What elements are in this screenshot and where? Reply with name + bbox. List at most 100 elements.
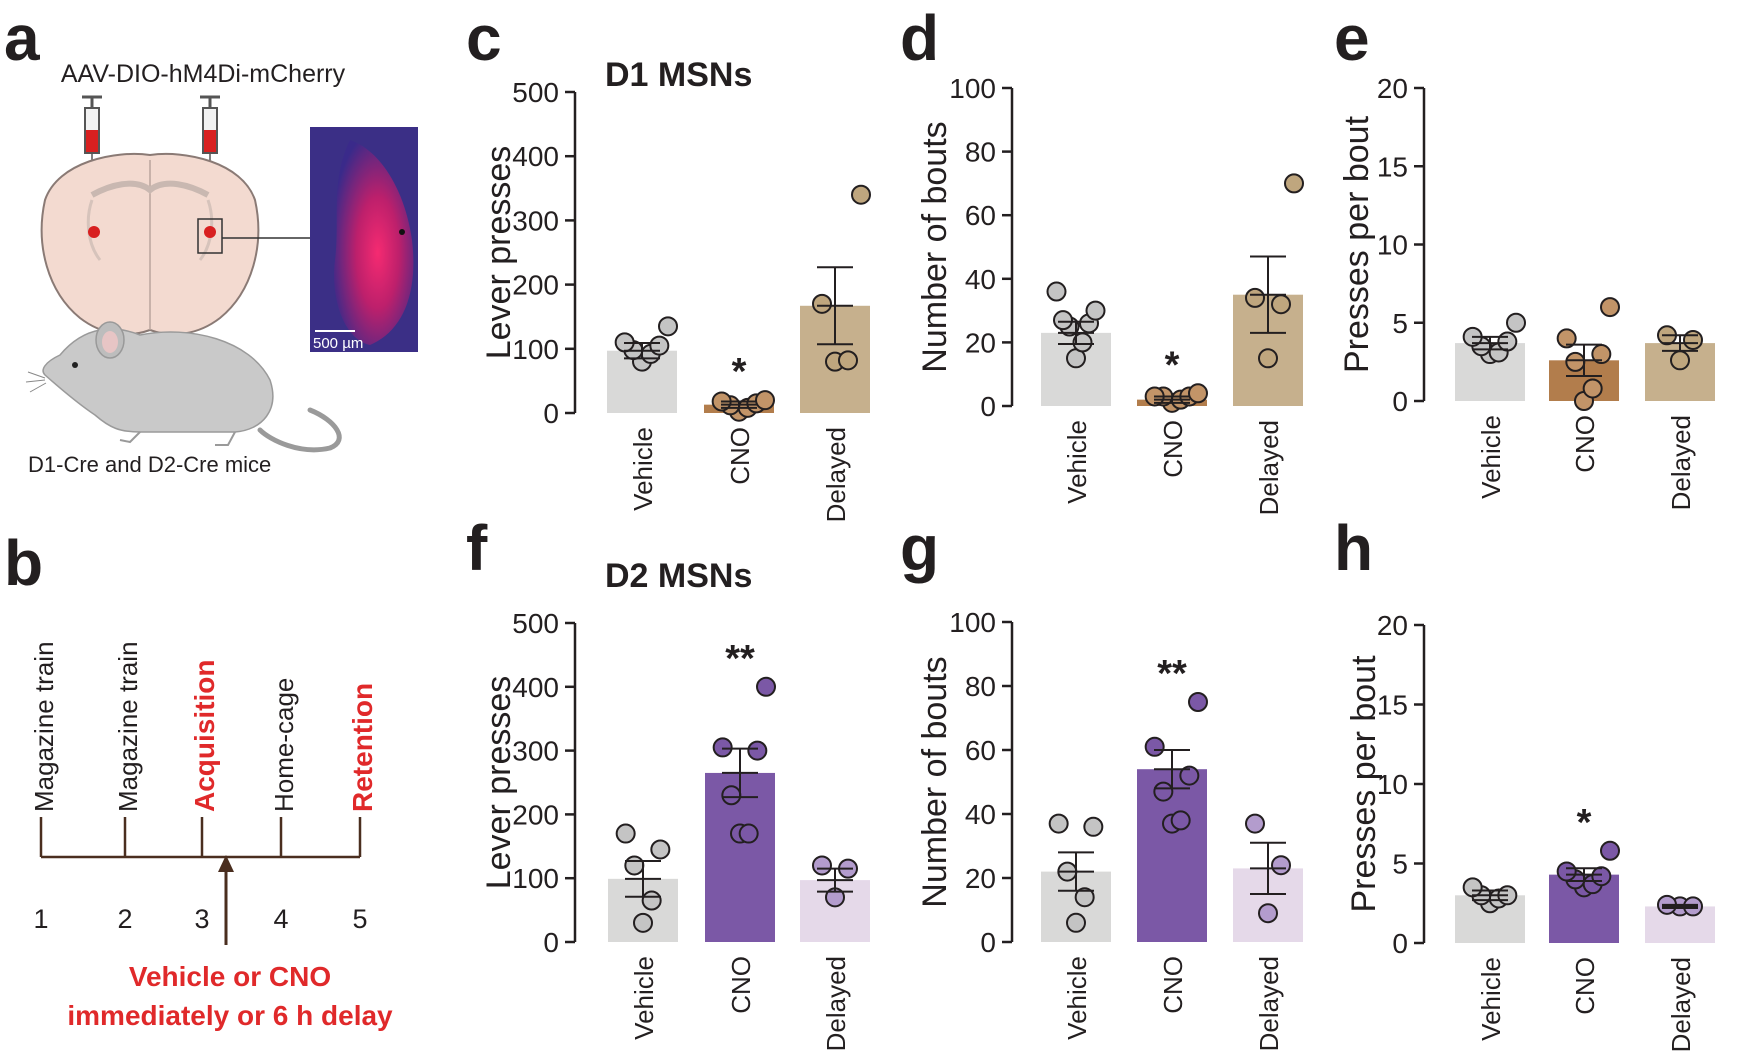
data-point xyxy=(658,316,678,337)
y-tick-label: 20 xyxy=(965,327,996,358)
category-label-vehicle: Vehicle xyxy=(1476,957,1506,1041)
category-label-vehicle: Vehicle xyxy=(1062,956,1092,1040)
significance-marker: ** xyxy=(725,638,755,680)
data-point xyxy=(851,184,871,205)
panel-b: Magazine train 1 Magazine train 2 Acquisitio… xyxy=(29,641,393,1031)
chart-g: ** 0 20 40 60 80 100 Number of bouts Vehicle CNO D… xyxy=(916,607,1303,1051)
category-label-cno: CNO xyxy=(1570,957,1600,1015)
data-point xyxy=(812,293,832,314)
bar-cno xyxy=(705,772,775,942)
data-point xyxy=(1683,329,1703,350)
data-point xyxy=(1083,816,1104,837)
scale-bar-label: 500 µm xyxy=(313,335,363,352)
category-label-delayed: Delayed xyxy=(1254,956,1284,1051)
data-point xyxy=(1066,912,1086,933)
y-tick-label: 40 xyxy=(965,264,996,295)
data-point xyxy=(1271,294,1291,315)
y-tick-label: 0 xyxy=(1392,386,1408,417)
y-tick-label: 40 xyxy=(965,799,996,830)
category-label-cno: CNO xyxy=(1158,956,1188,1014)
data-point xyxy=(1591,866,1612,887)
category-label-delayed: Delayed xyxy=(821,427,851,522)
data-point xyxy=(1600,297,1620,318)
timeline-step-label: Acquisition xyxy=(189,660,220,812)
timeline-day-label: 2 xyxy=(117,904,132,934)
data-point xyxy=(1048,813,1069,834)
data-point xyxy=(1462,877,1483,898)
timeline-step-label: Retention xyxy=(347,683,378,812)
y-tick-label: 400 xyxy=(512,141,559,172)
y-tick-label: 500 xyxy=(512,608,559,639)
timeline-day-label: 3 xyxy=(194,904,209,934)
y-tick-label: 5 xyxy=(1392,308,1408,339)
data-point xyxy=(650,839,671,860)
mice-label: D1-Cre and D2-Cre mice xyxy=(28,452,271,477)
micrograph-image: 500 µm xyxy=(310,127,418,352)
y-axis-label: Presses per bout xyxy=(1345,655,1383,913)
category-label-delayed: Delayed xyxy=(821,956,851,1051)
y-axis-label: Lever presses xyxy=(480,146,518,360)
y-tick-label: 400 xyxy=(512,672,559,703)
data-point xyxy=(1153,781,1174,802)
data-point xyxy=(747,740,768,761)
data-point xyxy=(755,390,775,411)
injection-line-1: Vehicle or CNO xyxy=(129,961,331,992)
injection-line-2: immediately or 6 h delay xyxy=(67,1000,393,1031)
panel-label-g: g xyxy=(900,512,939,584)
y-axis-label: Lever presses xyxy=(480,676,518,890)
zoom-box xyxy=(197,218,223,254)
timeline-steps: Magazine train 1 Magazine train 2 Acquisitio… xyxy=(29,641,378,934)
y-tick-label: 200 xyxy=(512,799,559,830)
data-point xyxy=(1258,348,1278,369)
y-tick-label: 15 xyxy=(1377,151,1408,182)
category-label-cno: CNO xyxy=(725,427,755,485)
significance-marker: * xyxy=(732,351,747,393)
injection-site-left xyxy=(88,226,100,238)
data-point xyxy=(1582,378,1603,399)
data-point xyxy=(649,335,670,356)
y-tick-label: 100 xyxy=(949,73,996,104)
data-point xyxy=(1245,287,1265,308)
group-title-d1: D1 MSNs xyxy=(605,56,752,94)
data-point xyxy=(1245,813,1265,834)
syringe-right-icon xyxy=(200,95,220,232)
y-tick-label: 200 xyxy=(512,270,559,301)
data-point xyxy=(1046,281,1067,302)
category-label-cno: CNO xyxy=(726,956,756,1014)
y-tick-label: 300 xyxy=(512,205,559,236)
category-label-vehicle: Vehicle xyxy=(1062,420,1092,504)
data-point xyxy=(1506,312,1526,333)
category-label-vehicle: Vehicle xyxy=(628,427,658,511)
data-point xyxy=(1085,300,1106,321)
data-point xyxy=(1188,692,1208,712)
y-tick-label: 100 xyxy=(512,863,559,894)
y-axis-label: Presses per bout xyxy=(1338,115,1376,373)
y-tick-label: 15 xyxy=(1377,690,1408,721)
panel-label-f: f xyxy=(466,512,488,584)
y-tick-label: 20 xyxy=(965,863,996,894)
y-tick-label: 80 xyxy=(965,671,996,702)
chart-c: * 0 100 200 300 400 500 Lever presses Vehicle CNO… xyxy=(480,77,871,522)
panel-label-b: b xyxy=(4,527,43,599)
y-tick-label: 100 xyxy=(512,334,559,365)
data-point xyxy=(838,350,858,371)
chart-d: * 0 20 40 60 80 100 Number of bouts Vehicle CNO De… xyxy=(916,73,1304,515)
y-tick-label: 20 xyxy=(1377,610,1408,641)
significance-marker: ** xyxy=(1157,653,1187,695)
y-tick-label: 0 xyxy=(1392,928,1408,959)
data-point xyxy=(1565,351,1586,372)
data-point xyxy=(1271,855,1291,876)
data-point xyxy=(1074,887,1095,908)
y-tick-label: 20 xyxy=(1377,73,1408,104)
data-point xyxy=(1556,861,1577,882)
category-label-cno: CNO xyxy=(1158,420,1188,478)
chart-h: * 0 5 10 15 20 Presses per bout Vehicle CNO Delay… xyxy=(1345,610,1715,1052)
y-tick-label: 10 xyxy=(1377,230,1408,261)
data-point xyxy=(641,890,662,911)
data-point xyxy=(615,823,636,844)
y-tick-label: 100 xyxy=(949,607,996,638)
category-label-delayed: Delayed xyxy=(1254,420,1284,515)
y-tick-label: 60 xyxy=(965,200,996,231)
timeline-step-label: Magazine train xyxy=(113,641,143,812)
